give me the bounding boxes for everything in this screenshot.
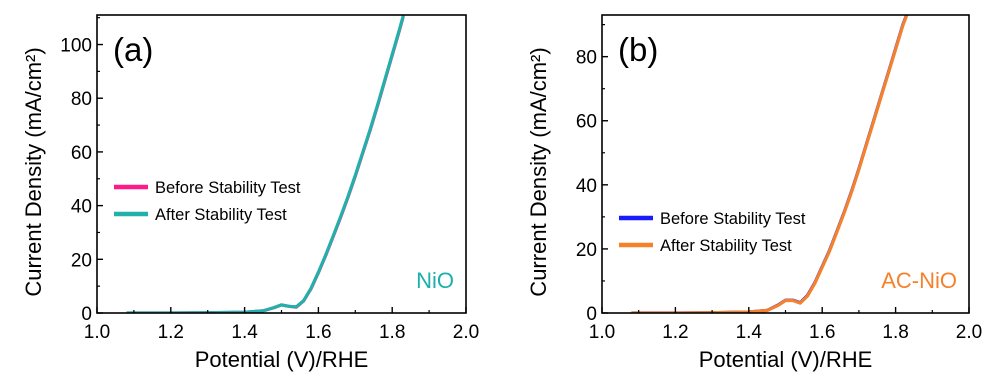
- y-tick-label: 20: [71, 250, 92, 271]
- series-line-before: [126, 15, 405, 313]
- y-tick-label: 80: [71, 89, 92, 110]
- legend-label: After Stability Test: [660, 237, 792, 255]
- y-tick-label: 60: [71, 143, 92, 164]
- y-tick-label: 0: [586, 304, 597, 325]
- panel-label: (a): [113, 31, 153, 68]
- x-tick-label: 1.0: [84, 322, 110, 343]
- y-tick-label: 0: [81, 304, 92, 325]
- series-line-after: [631, 15, 909, 313]
- y-tick-label: 80: [576, 48, 597, 69]
- x-tick-label: 1.2: [158, 322, 184, 343]
- y-tick-label: 40: [576, 176, 597, 197]
- x-axis-label: Potential (V)/RHE: [699, 347, 873, 372]
- panel-label: (b): [618, 31, 658, 68]
- y-axis-label: Current Density (mA/cm²): [526, 47, 551, 296]
- x-tick-label: 1.2: [662, 322, 688, 343]
- legend-label: After Stability Test: [155, 206, 287, 224]
- x-tick-label: 1.6: [305, 322, 331, 343]
- sample-annotation: NiO: [416, 268, 454, 293]
- y-axis-label: Current Density (mA/cm²): [21, 47, 46, 296]
- chart-panel-a: 1.0 1.2 1.4 1.6 1.8 2.0 0 20 40 60 80 100 Potential …: [21, 14, 479, 372]
- series-line-after: [126, 15, 405, 313]
- x-tick-label: 2.0: [453, 322, 479, 343]
- y-tick-label: 20: [576, 240, 597, 261]
- x-tick-label: 1.0: [589, 322, 615, 343]
- legend-label: Before Stability Test: [155, 179, 301, 197]
- x-tick-label: 1.8: [379, 322, 405, 343]
- x-tick-label: 1.4: [231, 322, 258, 343]
- series-line-before: [631, 15, 909, 313]
- sample-annotation: AC-NiO: [881, 268, 957, 293]
- legend-label: Before Stability Test: [660, 210, 806, 228]
- x-tick-label: 1.4: [736, 322, 763, 343]
- x-tick-label: 1.6: [809, 322, 835, 343]
- y-tick-label: 60: [576, 112, 597, 133]
- x-tick-label: 2.0: [956, 322, 982, 343]
- y-tick-label: 40: [71, 197, 92, 218]
- chart-panel-b: 1.0 1.2 1.4 1.6 1.8 2.0 0 20 40 60 80 Potential (V)…: [526, 14, 982, 372]
- x-tick-label: 1.8: [882, 322, 908, 343]
- y-tick-label: 100: [60, 36, 92, 57]
- x-axis-label: Potential (V)/RHE: [195, 347, 369, 372]
